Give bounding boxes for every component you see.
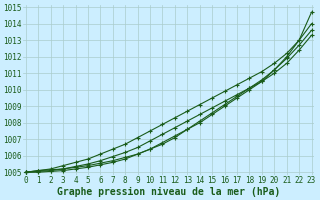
X-axis label: Graphe pression niveau de la mer (hPa): Graphe pression niveau de la mer (hPa): [57, 186, 280, 197]
